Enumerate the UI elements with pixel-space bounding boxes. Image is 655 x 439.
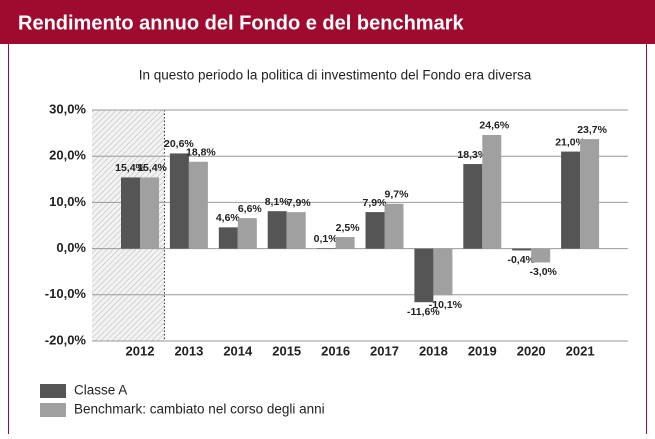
bar bbox=[433, 249, 452, 296]
bar bbox=[414, 249, 433, 303]
bar bbox=[170, 153, 189, 248]
y-tick-label: -20,0% bbox=[45, 332, 87, 347]
x-tick-label: 2021 bbox=[566, 343, 595, 358]
value-label: -3,0% bbox=[529, 266, 557, 278]
y-tick-label: 20,0% bbox=[49, 148, 86, 163]
value-label: -10,1% bbox=[429, 299, 463, 311]
bar bbox=[140, 177, 159, 248]
x-tick-label: 2014 bbox=[223, 343, 253, 358]
bar bbox=[336, 237, 355, 249]
value-label: 6,6% bbox=[238, 203, 263, 215]
bar bbox=[268, 211, 287, 248]
x-tick-label: 2016 bbox=[321, 343, 350, 358]
bar bbox=[482, 135, 501, 249]
y-tick-label: -10,0% bbox=[45, 286, 87, 301]
value-label: 4,6% bbox=[216, 212, 241, 224]
legend-swatch bbox=[40, 403, 66, 417]
value-label: 15,4% bbox=[137, 162, 167, 174]
bar bbox=[219, 227, 238, 248]
bar bbox=[531, 249, 550, 263]
bar bbox=[189, 162, 208, 249]
legend-label: Benchmark: cambiato nel corso degli anni bbox=[74, 402, 325, 417]
y-tick-label: 0,0% bbox=[56, 240, 86, 255]
bar bbox=[512, 249, 531, 251]
bar bbox=[463, 164, 482, 249]
chart-subtitle: In questo periodo la politica di investi… bbox=[139, 68, 532, 83]
bar bbox=[238, 218, 257, 248]
value-label: 9,7% bbox=[385, 189, 410, 201]
value-label: 7,9% bbox=[363, 197, 388, 209]
x-tick-label: 2019 bbox=[468, 343, 497, 358]
bar bbox=[121, 177, 140, 248]
chart-title: Rendimento annuo del Fondo e del benchma… bbox=[18, 12, 464, 34]
value-label: 7,9% bbox=[287, 197, 312, 209]
value-label: 18,8% bbox=[186, 147, 216, 159]
bar bbox=[580, 139, 599, 248]
value-label: 0,1% bbox=[314, 233, 339, 245]
value-label: 2,5% bbox=[336, 222, 361, 234]
legend-label: Classe A bbox=[74, 383, 127, 398]
x-tick-label: 2015 bbox=[272, 343, 301, 358]
y-tick-label: 10,0% bbox=[49, 194, 86, 209]
bar bbox=[287, 212, 306, 248]
x-tick-label: 2013 bbox=[174, 343, 203, 358]
bar bbox=[561, 152, 580, 249]
x-tick-label: 2018 bbox=[419, 343, 448, 358]
x-tick-label: 2012 bbox=[126, 343, 155, 358]
bar bbox=[366, 212, 385, 248]
y-tick-label: 30,0% bbox=[49, 101, 86, 116]
x-tick-label: 2020 bbox=[517, 343, 546, 358]
value-label: 8,1% bbox=[265, 196, 290, 208]
value-label: 24,6% bbox=[479, 120, 509, 132]
value-label: 23,7% bbox=[577, 124, 607, 136]
bar bbox=[385, 204, 404, 249]
legend-swatch bbox=[40, 384, 66, 398]
x-tick-label: 2017 bbox=[370, 343, 399, 358]
